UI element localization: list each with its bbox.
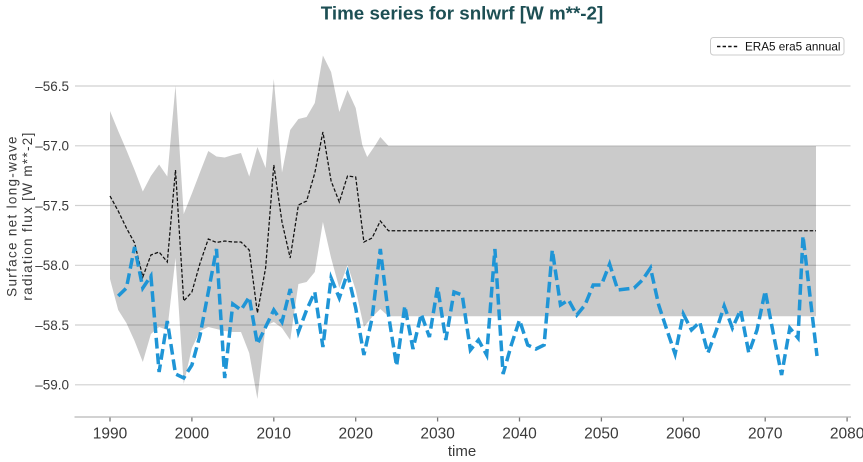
svg-text:2080: 2080 bbox=[830, 426, 863, 443]
svg-text:2040: 2040 bbox=[502, 426, 537, 443]
svg-text:–56.5: –56.5 bbox=[35, 79, 69, 94]
svg-text:–58.0: –58.0 bbox=[35, 258, 69, 273]
svg-text:radiation flux [W m**-2]: radiation flux [W m**-2] bbox=[20, 131, 35, 300]
svg-text:–58.5: –58.5 bbox=[35, 318, 69, 333]
svg-text:time: time bbox=[448, 443, 476, 457]
svg-text:2010: 2010 bbox=[257, 426, 292, 443]
svg-text:Surface net long-wave: Surface net long-wave bbox=[5, 135, 20, 297]
svg-text:2020: 2020 bbox=[338, 426, 373, 443]
svg-text:2050: 2050 bbox=[584, 426, 619, 443]
svg-text:1990: 1990 bbox=[93, 426, 128, 443]
svg-text:2060: 2060 bbox=[666, 426, 701, 443]
svg-text:ERA5 era5 annual: ERA5 era5 annual bbox=[745, 41, 841, 54]
svg-text:2000: 2000 bbox=[175, 426, 210, 443]
svg-text:–57.5: –57.5 bbox=[35, 198, 69, 213]
svg-text:–57.0: –57.0 bbox=[35, 139, 69, 154]
svg-text:–59.0: –59.0 bbox=[35, 378, 69, 393]
svg-text:2070: 2070 bbox=[748, 426, 783, 443]
svg-text:2030: 2030 bbox=[420, 426, 455, 443]
svg-text:Time series for snlwrf [W m**-: Time series for snlwrf [W m**-2] bbox=[321, 3, 604, 24]
